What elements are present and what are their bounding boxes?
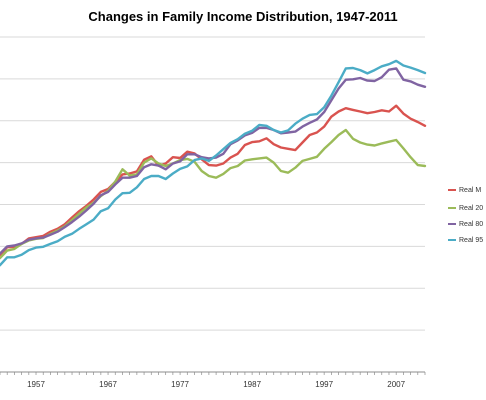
legend-item: Real 80	[448, 219, 483, 229]
x-tick-label: 2007	[387, 380, 405, 389]
legend-swatch	[448, 239, 456, 241]
x-tick-labels: 1957 1967 1977 1987 1997 2007	[27, 380, 406, 389]
series-line	[0, 104, 427, 257]
axes	[0, 371, 426, 375]
legend-label: Real M	[459, 186, 482, 194]
legend-swatch	[448, 223, 456, 225]
legend-item: Real M	[448, 185, 481, 195]
x-tick-label: 1957	[27, 380, 45, 389]
legend-label: Real 95	[459, 236, 484, 244]
gridlines	[0, 36, 425, 331]
legend-swatch	[448, 189, 456, 191]
x-tick-label: 1977	[171, 380, 189, 389]
legend-swatch	[448, 207, 456, 209]
legend-item: Real 20	[448, 203, 483, 213]
x-tick-label: 1987	[243, 380, 261, 389]
legend-label: Real 80	[459, 220, 484, 228]
series-line	[0, 59, 427, 267]
x-tick-label: 1997	[315, 380, 333, 389]
legend-label: Real 20	[459, 204, 484, 212]
series-lines	[0, 59, 427, 267]
chart-title: Changes in Family Income Distribution, 1…	[88, 9, 398, 24]
x-tick-label: 1967	[99, 380, 117, 389]
series-line	[0, 128, 427, 260]
legend-item: Real 95	[448, 235, 483, 245]
